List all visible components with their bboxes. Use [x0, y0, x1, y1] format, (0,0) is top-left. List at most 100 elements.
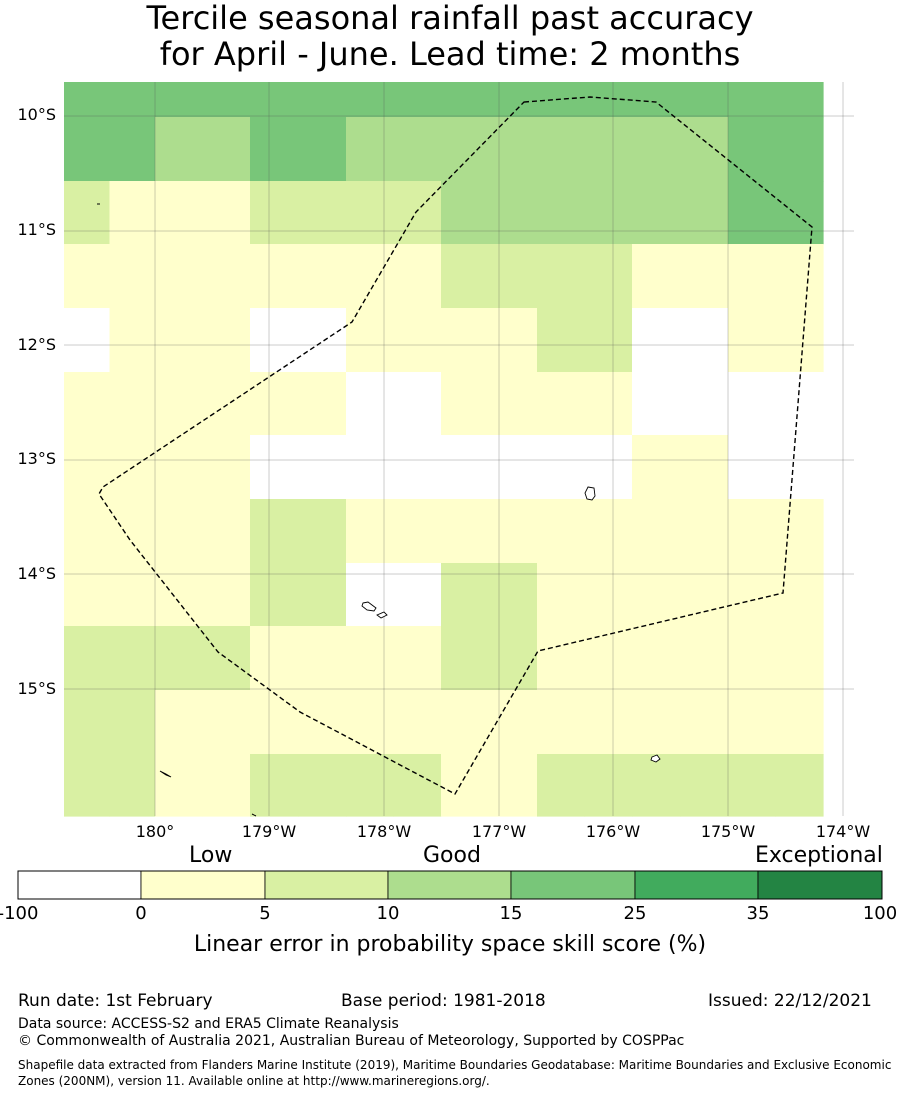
skill-cell: [109, 82, 156, 118]
skill-cell: [584, 117, 633, 182]
skill-cell: [155, 181, 204, 245]
skill-cell: [250, 435, 299, 500]
skill-cell: [346, 117, 395, 182]
lat-label: 11°S: [17, 220, 56, 239]
skill-cell: [680, 690, 729, 755]
colorbar-segment: [17, 870, 142, 900]
skill-cell: [250, 244, 299, 309]
skill-cell: [680, 626, 729, 691]
skill-cell: [250, 563, 299, 627]
skill-cell: [537, 690, 586, 755]
skill-cell: [64, 117, 111, 182]
skill-cell: [441, 754, 490, 817]
skill-cell: [250, 626, 299, 691]
skill-cell: [202, 117, 251, 182]
skill-cell: [155, 372, 204, 436]
skill-cell: [64, 563, 111, 627]
skill-cell: [441, 372, 490, 436]
skill-cell: [489, 499, 538, 564]
skill-cell: [632, 181, 681, 245]
skill-cell: [393, 117, 442, 182]
skill-cell: [202, 435, 251, 500]
skill-cell: [441, 690, 490, 755]
skill-cell: [250, 754, 299, 817]
colorbar-segment: [264, 870, 389, 900]
skill-cell: [441, 82, 490, 118]
skill-cell: [393, 308, 442, 373]
skill-cell: [728, 117, 777, 182]
skill-cell: [489, 82, 538, 118]
skill-cell: [346, 308, 395, 373]
island-shape: [159, 770, 172, 778]
map-title-line-2: for April - June. Lead time: 2 months: [159, 35, 741, 73]
skill-cell: [441, 181, 490, 245]
skill-cell: [680, 244, 729, 309]
skill-cell: [298, 244, 347, 309]
skill-cell: [298, 181, 347, 245]
colorbar-segment: [757, 870, 883, 900]
skill-cell: [64, 181, 111, 245]
skill-cell: [775, 754, 824, 817]
skill-cell: [775, 308, 824, 373]
skill-cell: [775, 499, 824, 564]
skill-cell: [393, 754, 442, 817]
skill-cell: [584, 626, 633, 691]
skill-cell: [489, 626, 538, 691]
colorbar-segment: [140, 870, 266, 900]
skill-cell: [728, 308, 777, 373]
skill-cell: [64, 435, 111, 500]
skill-cell: [155, 626, 204, 691]
skill-cell: [489, 372, 538, 436]
skill-cell: [298, 626, 347, 691]
skill-cell: [680, 435, 729, 500]
lon-label: 178°W: [356, 822, 412, 841]
skill-cell: [728, 563, 777, 627]
skill-cell: [393, 82, 442, 118]
skill-cell: [109, 563, 156, 627]
skill-cell: [584, 372, 633, 436]
skill-cell: [680, 82, 729, 118]
skill-cell: [489, 244, 538, 309]
eez-boundary: [98, 96, 813, 795]
island-shape: [584, 486, 596, 501]
lon-label: 180°: [135, 822, 175, 841]
graticule: [64, 82, 854, 816]
skill-cell: [775, 82, 824, 118]
skill-cell: [584, 690, 633, 755]
skill-cell: [109, 372, 156, 436]
skill-cell: [393, 372, 442, 436]
skill-cell: [250, 499, 299, 564]
skill-cell: [202, 181, 251, 245]
skill-cell: [393, 181, 442, 245]
skill-cell: [346, 626, 395, 691]
skill-cell: [393, 563, 442, 627]
skill-cell: [632, 372, 681, 436]
skill-cell: [64, 690, 111, 755]
base-period: Base period: 1981-2018: [341, 991, 546, 1011]
skill-cell: [537, 372, 586, 436]
skill-cell: [155, 117, 204, 182]
skill-cell: [298, 82, 347, 118]
skill-cell: [109, 244, 156, 309]
colorbar-tick: -100: [0, 903, 39, 924]
skill-cell: [202, 372, 251, 436]
skill-cell: [489, 181, 538, 245]
skill-cell: [584, 244, 633, 309]
colorbar-segment: [387, 870, 512, 900]
skill-cell: [202, 626, 251, 691]
skill-cell: [775, 626, 824, 691]
skill-cell: [202, 308, 251, 373]
skill-cell: [632, 626, 681, 691]
skill-cell: [728, 372, 777, 436]
island-shape: [650, 754, 661, 763]
skill-cell: [64, 308, 111, 373]
skill-cell: [632, 563, 681, 627]
skill-cell: [680, 181, 729, 245]
skill-cell: [441, 117, 490, 182]
skill-cell: [680, 754, 729, 817]
skill-cell: [537, 435, 586, 500]
skill-cell: [775, 181, 824, 245]
skill-cell: [202, 754, 251, 817]
skill-cell: [584, 82, 633, 118]
skill-cell: [298, 754, 347, 817]
